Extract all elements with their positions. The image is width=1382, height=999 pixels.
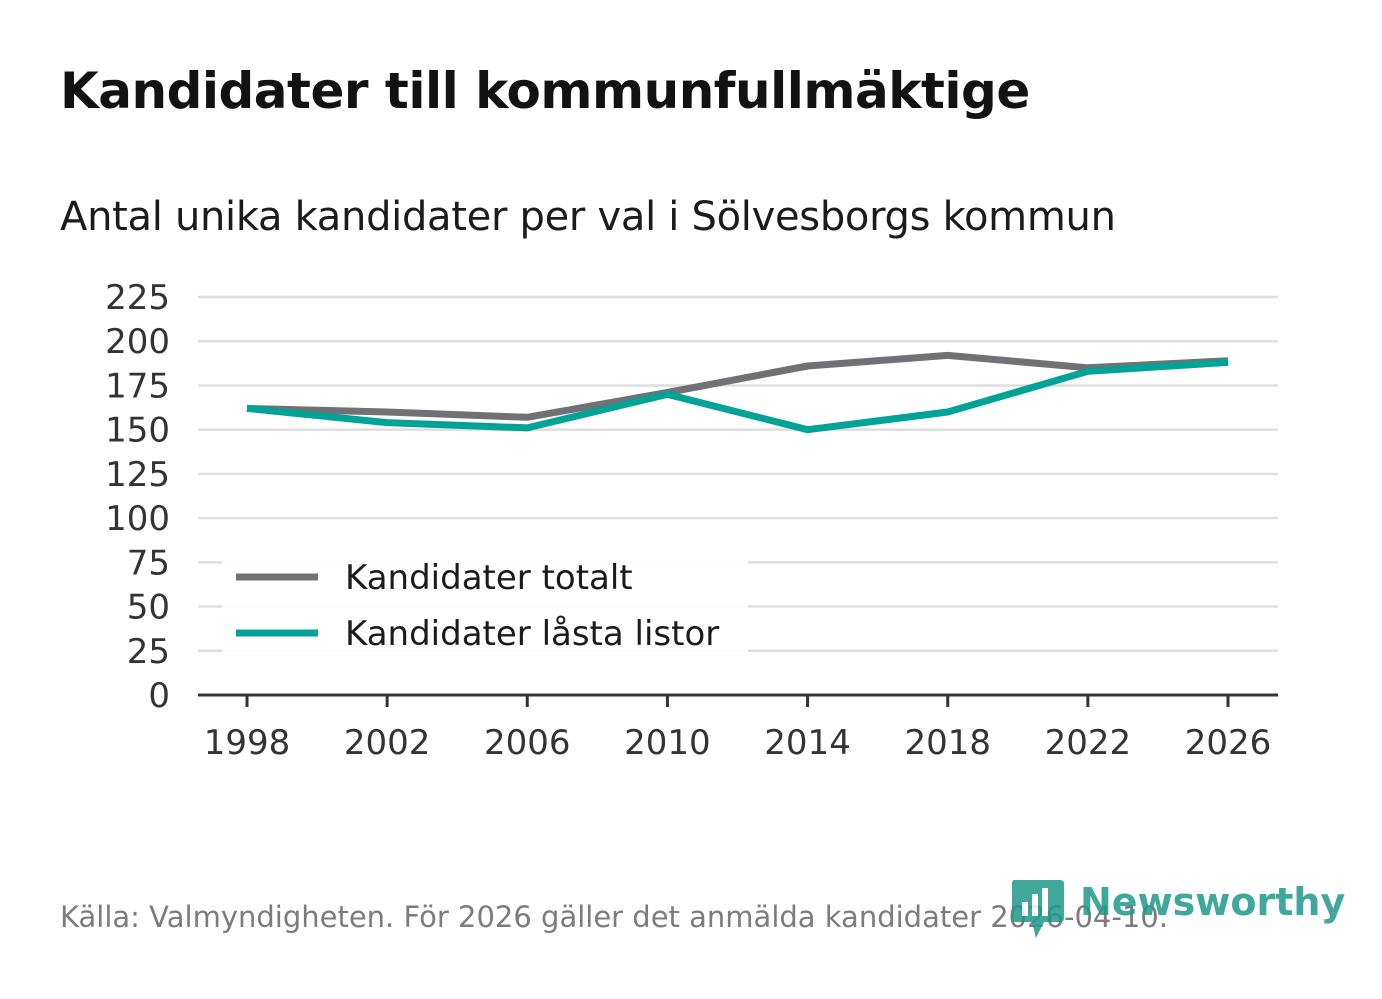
x-tick-label: 2018 [904,723,991,763]
legend: Kandidater totalt Kandidater låsta listor [222,546,748,656]
x-tick-label: 2014 [764,723,851,763]
y-tick-label: 200 [105,322,170,362]
x-tick-label: 2010 [624,723,711,763]
x-axis-ticks: 1998 2002 2006 2010 2014 2018 2022 2026 [198,693,1278,763]
y-tick-label: 100 [105,499,170,539]
series-line-locked-lists [246,358,1229,434]
x-tick-label: 1998 [204,723,291,763]
x-tick-label: 2006 [484,723,571,763]
newsworthy-logo: Newsworthy [1010,878,1345,942]
y-tick-label: 25 [127,632,170,672]
x-tick-label: 2002 [344,723,431,763]
y-tick-label: 0 [148,676,170,716]
series-line-total [246,351,1229,421]
newsworthy-logo-icon [1012,880,1064,938]
y-tick-label: 75 [127,543,170,583]
source-note: Källa: Valmyndigheten. För 2026 gäller d… [60,900,1168,934]
legend-label: Kandidater låsta listor [345,614,719,654]
legend-label: Kandidater totalt [345,558,633,598]
x-tick-label: 2022 [1045,723,1132,763]
series-lines [246,351,1229,434]
y-tick-label: 175 [105,366,170,406]
y-tick-label: 225 [105,278,170,318]
chart-subtitle: Antal unika kandidater per val i Sölvesb… [60,194,1116,240]
chart-title: Kandidater till kommunfullmäktige [60,62,1030,120]
y-tick-label: 50 [127,588,170,628]
newsworthy-logo-text: Newsworthy [1080,880,1346,924]
y-tick-label: 125 [105,455,170,495]
x-tick-label: 2026 [1185,723,1272,763]
y-tick-label: 150 [105,411,170,451]
legend-background [222,546,748,656]
